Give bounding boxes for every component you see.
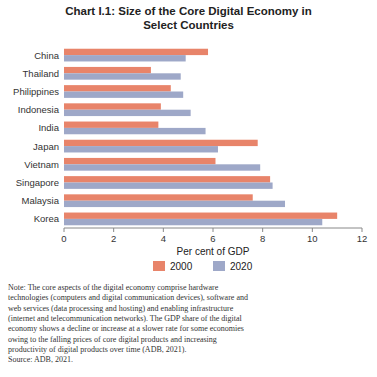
category-label: Korea <box>34 213 60 224</box>
note: Note: The core aspects of the digital ec… <box>8 283 248 364</box>
bar <box>64 85 171 91</box>
title-line: Chart I.1: Size of the Core Digital Econ… <box>65 5 312 17</box>
x-tick <box>312 228 313 232</box>
category-label: Vietnam <box>24 159 59 170</box>
bar <box>64 219 322 225</box>
legend-swatch <box>153 261 165 271</box>
x-tick-label: 10 <box>307 233 318 244</box>
category-label: Malaysia <box>22 195 60 206</box>
x-tick-label: 2 <box>111 233 116 244</box>
note-line: technologies (computers and digital comm… <box>8 293 248 302</box>
bar <box>64 92 183 98</box>
legend-label: 2000 <box>170 261 193 272</box>
x-tick <box>163 228 164 232</box>
bar <box>64 110 191 116</box>
x-tick <box>64 228 65 232</box>
bar <box>64 164 260 170</box>
note-line: owing to the falling prices of core digi… <box>8 335 217 344</box>
category-label: Japan <box>33 141 59 152</box>
bar <box>64 140 258 146</box>
bar <box>64 73 181 79</box>
note-line: Source: ADB, 2021. <box>8 355 73 364</box>
x-tick <box>262 228 263 232</box>
x-tick-label: 0 <box>61 233 66 244</box>
legend-swatch <box>213 261 225 271</box>
title-line: Select Countries <box>143 19 234 31</box>
x-tick <box>113 228 114 232</box>
note-line: (internet and telecommunication networks… <box>8 314 242 323</box>
bar <box>64 213 337 219</box>
bar <box>64 122 158 128</box>
note-line: productivity of digital products over ti… <box>8 345 186 354</box>
bar <box>64 49 208 55</box>
bar <box>64 67 151 73</box>
bar <box>64 158 215 164</box>
title: Chart I.1: Size of the Core Digital Econ… <box>65 5 312 31</box>
x-tick <box>213 228 214 232</box>
bars <box>64 49 337 226</box>
bar <box>64 201 285 207</box>
note-line: web services (data processing and hostin… <box>8 304 234 313</box>
bar <box>64 103 161 109</box>
bar <box>64 183 273 189</box>
bar <box>64 146 218 152</box>
note-line: economy shows a decline or increase at a… <box>8 324 244 333</box>
legend-label: 2020 <box>230 261 253 272</box>
category-label: India <box>38 122 59 133</box>
x-axis-label: Per cent of GDP <box>177 246 250 257</box>
category-label: Thailand <box>23 68 59 79</box>
x-tick-label: 4 <box>161 233 166 244</box>
bar <box>64 176 270 182</box>
x-tick <box>362 228 363 232</box>
chart: Chart I.1: Size of the Core Digital Econ… <box>0 0 377 377</box>
category-label: Philippines <box>13 86 59 97</box>
category-label: Singapore <box>16 177 59 188</box>
note-line: Note: The core aspects of the digital ec… <box>8 283 219 292</box>
bar <box>64 128 206 134</box>
category-label: China <box>34 50 60 61</box>
x-tick-label: 6 <box>210 233 215 244</box>
x-tick-label: 12 <box>357 233 368 244</box>
bar <box>64 194 253 200</box>
bar <box>64 55 186 61</box>
x-tick-label: 8 <box>260 233 265 244</box>
category-label: Indonesia <box>18 104 60 115</box>
legend: 2000 2020 <box>153 261 253 272</box>
